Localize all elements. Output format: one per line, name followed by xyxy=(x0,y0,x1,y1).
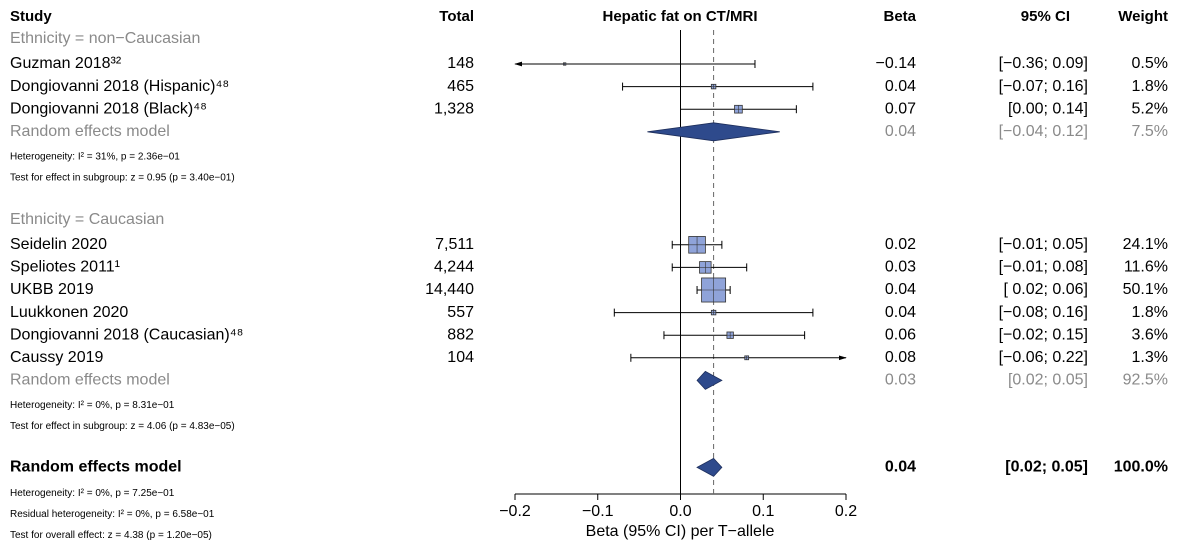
group-label: Ethnicity = Caucasian xyxy=(10,211,164,228)
summary-diamond xyxy=(696,370,723,390)
header-study: Study xyxy=(10,8,52,25)
weight: 3.6% xyxy=(1132,326,1168,343)
ci: [−0.08; 0.16] xyxy=(999,304,1088,321)
total: 148 xyxy=(447,55,474,72)
summary-diamond xyxy=(647,122,780,142)
weight: 0.5% xyxy=(1132,55,1168,72)
x-tick-label: 0.2 xyxy=(835,503,857,520)
header-weight: Weight xyxy=(1118,8,1168,25)
x-tick-label: 0.0 xyxy=(669,503,691,520)
note: Heterogeneity: I² = 31%, p = 2.36e−01 xyxy=(10,151,180,162)
weight: 1.8% xyxy=(1132,78,1168,95)
total: 104 xyxy=(447,349,474,366)
total: 14,440 xyxy=(425,281,474,298)
weight: 1.3% xyxy=(1132,349,1168,366)
weight: 1.8% xyxy=(1132,304,1168,321)
beta: 0.07 xyxy=(885,100,916,117)
summary-diamond xyxy=(696,457,723,477)
beta: 0.08 xyxy=(885,349,916,366)
beta: 0.04 xyxy=(885,281,916,298)
beta: 0.03 xyxy=(885,259,916,276)
weight: 50.1% xyxy=(1123,281,1168,298)
header-ci: 95% CI xyxy=(1021,8,1070,25)
beta: 0.06 xyxy=(885,326,916,343)
ci: [0.02; 0.05] xyxy=(1005,459,1088,476)
weight: 7.5% xyxy=(1132,123,1168,140)
beta: 0.04 xyxy=(885,123,916,140)
study-name: Dongiovanni 2018 (Black)⁴⁸ xyxy=(10,100,207,117)
beta: 0.04 xyxy=(885,78,916,95)
weight: 24.1% xyxy=(1123,236,1168,253)
study-name: Dongiovanni 2018 (Hispanic)⁴⁸ xyxy=(10,78,229,95)
overall-name: Random effects model xyxy=(10,459,182,476)
study-name: Luukkonen 2020 xyxy=(10,304,128,321)
ci: [ 0.02; 0.06] xyxy=(1003,281,1088,298)
ci: [−0.06; 0.22] xyxy=(999,349,1088,366)
weight: 5.2% xyxy=(1132,100,1168,117)
note: Heterogeneity: I² = 0%, p = 8.31e−01 xyxy=(10,400,175,411)
total: 4,244 xyxy=(434,259,474,276)
weight: 100.0% xyxy=(1114,459,1168,476)
total: 882 xyxy=(447,326,474,343)
ci: [−0.01; 0.08] xyxy=(999,259,1088,276)
ci: [−0.02; 0.15] xyxy=(999,326,1088,343)
total: 465 xyxy=(447,78,474,95)
note: Test for overall effect: z = 4.38 (p = 1… xyxy=(10,530,212,541)
beta: −0.14 xyxy=(876,55,917,72)
beta: 0.04 xyxy=(885,304,916,321)
x-axis-label: Beta (95% CI) per T−allele xyxy=(586,523,775,540)
note: Residual heterogeneity: I² = 0%, p = 6.5… xyxy=(10,509,215,520)
total: 1,328 xyxy=(434,100,474,117)
ci: [−0.01; 0.05] xyxy=(999,236,1088,253)
x-tick-label: −0.1 xyxy=(582,503,614,520)
study-name: Caussy 2019 xyxy=(10,349,103,366)
header-total: Total xyxy=(439,8,474,25)
summary-name: Random effects model xyxy=(10,372,170,389)
x-tick-label: 0.1 xyxy=(752,503,774,520)
total: 557 xyxy=(447,304,474,321)
study-name: Guzman 2018³² xyxy=(10,55,122,72)
note: Heterogeneity: I² = 0%, p = 7.25e−01 xyxy=(10,488,175,499)
header-plot: Hepatic fat on CT/MRI xyxy=(602,8,757,25)
study-name: Dongiovanni 2018 (Caucasian)⁴⁸ xyxy=(10,326,243,343)
study-name: UKBB 2019 xyxy=(10,281,94,298)
summary-name: Random effects model xyxy=(10,123,170,140)
ci: [0.02; 0.05] xyxy=(1008,372,1088,389)
beta: 0.02 xyxy=(885,236,916,253)
beta: 0.03 xyxy=(885,372,916,389)
ci: [−0.07; 0.16] xyxy=(999,78,1088,95)
header-beta: Beta xyxy=(883,8,916,25)
ci: [−0.04; 0.12] xyxy=(999,123,1088,140)
group-label: Ethnicity = non−Caucasian xyxy=(10,30,200,47)
weight: 11.6% xyxy=(1124,259,1168,276)
x-tick-label: −0.2 xyxy=(499,503,531,520)
note: Test for effect in subgroup: z = 4.06 (p… xyxy=(10,421,235,432)
study-name: Speliotes 2011¹ xyxy=(10,259,120,276)
weight: 92.5% xyxy=(1123,372,1168,389)
total: 7,511 xyxy=(435,236,474,253)
study-name: Seidelin 2020 xyxy=(10,236,107,253)
beta: 0.04 xyxy=(885,459,916,476)
ci: [−0.36; 0.09] xyxy=(999,55,1088,72)
ci: [0.00; 0.14] xyxy=(1008,100,1088,117)
note: Test for effect in subgroup: z = 0.95 (p… xyxy=(10,172,235,183)
